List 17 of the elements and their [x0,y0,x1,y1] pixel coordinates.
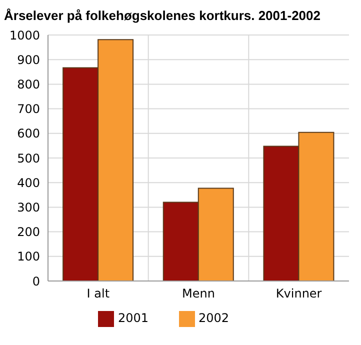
y-tick-label: 900 [17,52,40,67]
x-tick-label: Kvinner [276,286,322,301]
y-tick-label: 0 [32,274,40,288]
y-tick-label: 600 [17,126,40,141]
x-tick-label: I alt [86,286,110,301]
y-tick-label: 400 [17,176,40,190]
legend-label: 2002 [198,311,230,326]
y-tick-label: 1000 [9,28,40,42]
y-tick-label: 500 [17,151,40,166]
y-tick-label: 200 [17,225,40,240]
x-tick-label: Menn [182,286,215,301]
legend-label: 2001 [118,311,148,326]
y-tick-label: 100 [17,250,40,264]
y-tick-label: 700 [17,102,40,116]
y-tick-label: 800 [17,77,40,92]
chart-title: Årselever på folkehøgskolenes kortkurs. 2001-2002 [4,8,322,23]
y-tick-label: 300 [17,200,40,214]
